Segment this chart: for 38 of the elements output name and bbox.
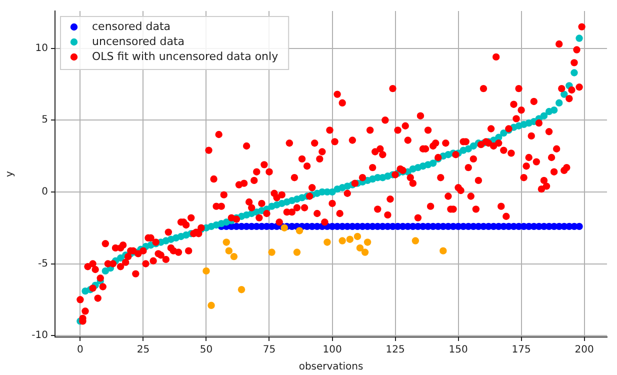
point xyxy=(296,227,304,234)
point xyxy=(324,238,331,246)
point xyxy=(338,237,346,244)
point xyxy=(412,237,420,244)
point xyxy=(238,286,246,294)
point xyxy=(293,248,301,256)
point xyxy=(364,238,372,246)
legend-label: OLS fit with uncensored data only xyxy=(92,50,279,63)
x-tick-label: 125 xyxy=(386,344,405,356)
point xyxy=(230,252,238,260)
x-tick-label: 200 xyxy=(574,344,594,356)
point xyxy=(440,247,447,254)
point xyxy=(346,236,354,243)
point xyxy=(268,248,276,256)
point xyxy=(361,248,369,256)
point xyxy=(356,244,364,252)
y-tick-label: -10 xyxy=(32,330,48,342)
x-tick-label: 100 xyxy=(322,344,342,356)
legend-label: censored data xyxy=(92,20,171,33)
y-tick-label: 5 xyxy=(42,114,48,126)
point xyxy=(202,267,210,275)
legend-label: uncensored data xyxy=(92,34,184,48)
point xyxy=(222,238,230,246)
y-tick-label: 0 xyxy=(42,186,48,198)
x-tick-label: 150 xyxy=(448,344,468,356)
point xyxy=(354,232,362,240)
x-tick-label: 50 xyxy=(200,344,213,356)
point xyxy=(225,247,233,254)
x-axis-title: observations xyxy=(298,362,364,373)
point xyxy=(208,302,215,310)
x-tick-label: 25 xyxy=(136,344,150,356)
y-axis-title: y xyxy=(4,170,16,177)
x-tick-label: 175 xyxy=(512,344,531,356)
x-tick-label: 0 xyxy=(77,344,84,356)
y-tick-label: 10 xyxy=(35,42,48,54)
point xyxy=(280,224,288,232)
x-tick-label: 75 xyxy=(262,344,276,356)
y-tick-label: -5 xyxy=(38,258,48,270)
